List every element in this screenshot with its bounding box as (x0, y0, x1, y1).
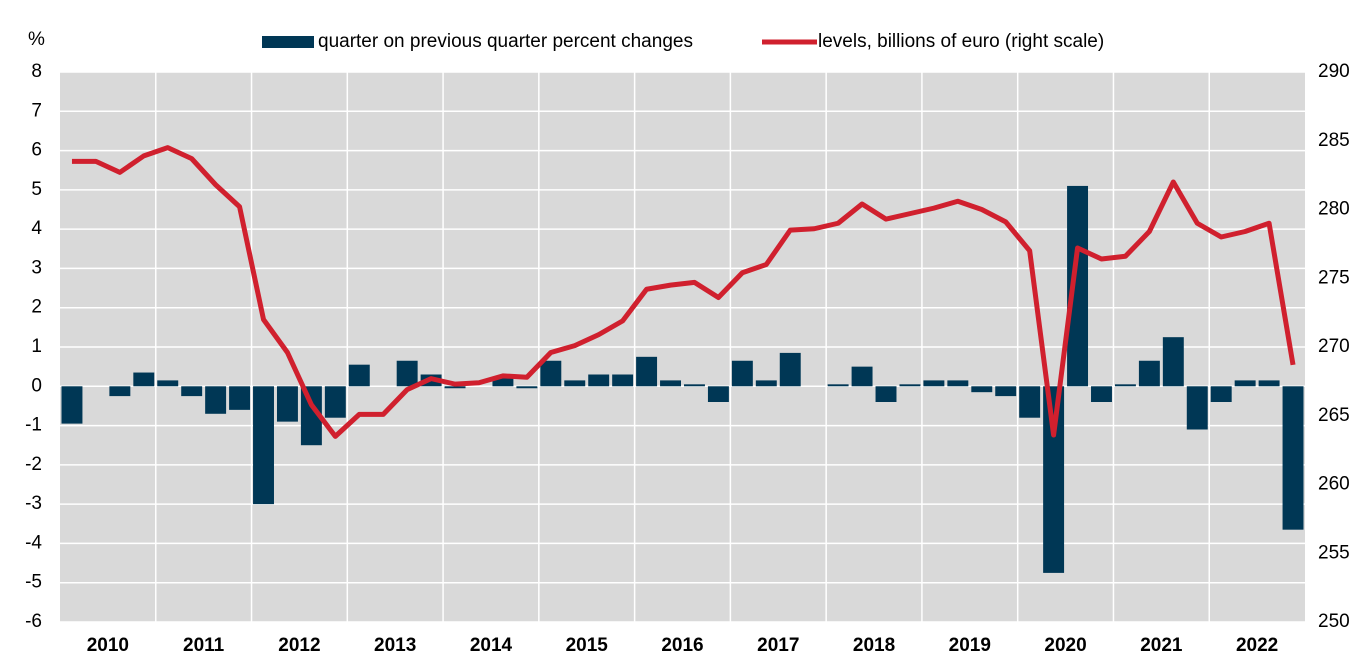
x-tick-label: 2015 (566, 635, 609, 656)
bar (348, 364, 370, 387)
x-tick-label: 2011 (183, 635, 225, 656)
y-tick-label: 5 (31, 179, 42, 200)
bar (1138, 360, 1160, 387)
bar (396, 360, 418, 387)
y-axis-label: % (28, 29, 45, 50)
y2-tick-label: 280 (1318, 199, 1350, 220)
bar (1067, 185, 1089, 387)
bar (971, 386, 993, 393)
bar (276, 386, 298, 422)
y-tick-label: -3 (25, 493, 42, 514)
x-tick-label: 2017 (757, 635, 799, 656)
y2-tick-label: 285 (1318, 130, 1350, 151)
bar (1282, 386, 1304, 530)
bar (492, 378, 514, 387)
bar (899, 384, 921, 387)
bar (731, 360, 753, 387)
bar (205, 386, 227, 414)
bar (1234, 380, 1256, 387)
bar (133, 372, 155, 387)
bar (684, 384, 705, 387)
bar (707, 386, 729, 402)
bar (109, 386, 131, 397)
bar (1258, 380, 1280, 387)
bar (995, 386, 1017, 397)
x-tick-label: 2019 (949, 635, 991, 656)
x-tick-label: 2021 (1140, 635, 1183, 656)
bar (612, 374, 634, 387)
x-tick-label: 2020 (1044, 635, 1086, 656)
bar (851, 366, 873, 387)
bar (444, 386, 466, 389)
bar (300, 386, 322, 446)
y2-tick-label: 290 (1318, 61, 1350, 82)
bar (1091, 386, 1112, 402)
bar (61, 386, 83, 424)
y2-tick-label: 260 (1318, 474, 1350, 495)
y-tick-label: 7 (31, 100, 42, 121)
y2-tick-label: 270 (1318, 336, 1350, 357)
x-tick-label: 2022 (1236, 635, 1278, 656)
bar (516, 386, 538, 389)
bar (1162, 337, 1184, 387)
y-tick-label: 8 (31, 61, 42, 82)
y2-tick-label: 275 (1318, 267, 1350, 288)
bar (947, 380, 969, 387)
x-tick-label: 2010 (87, 635, 129, 656)
bar (660, 380, 681, 387)
y-tick-label: -2 (25, 454, 42, 475)
y-tick-label: -5 (25, 572, 42, 593)
line (71, 145, 1296, 439)
bar (1210, 386, 1232, 402)
y-tick-label: 2 (31, 297, 42, 318)
y2-tick-label: 250 (1318, 611, 1350, 632)
bar (181, 386, 203, 397)
bar (1186, 386, 1208, 430)
bar (1043, 386, 1065, 573)
y2-tick-label: 265 (1318, 405, 1350, 426)
y-tick-label: 3 (31, 257, 42, 278)
x-tick-label: 2016 (661, 635, 703, 656)
bar (564, 380, 586, 387)
bar (540, 360, 562, 387)
x-tick-label: 2014 (470, 635, 513, 656)
bar (253, 386, 274, 505)
y-tick-label: 4 (31, 218, 42, 239)
bar (1019, 386, 1041, 418)
y-tick-label: 1 (31, 336, 42, 357)
bar (875, 386, 897, 402)
legend-label: levels, billions of euro (right scale) (818, 31, 1104, 52)
bar (636, 356, 658, 387)
x-tick-label: 2018 (853, 635, 895, 656)
bar (588, 374, 610, 387)
y-tick-label: -1 (25, 415, 42, 436)
y-tick-label: 0 (31, 375, 42, 396)
bar (779, 352, 801, 387)
x-tick-label: 2012 (278, 635, 320, 656)
bar (1114, 384, 1136, 387)
bar (755, 380, 777, 387)
bar (324, 386, 346, 418)
bar (157, 380, 179, 387)
legend-label: quarter on previous quarter percent chan… (318, 31, 693, 52)
y-tick-label: -6 (25, 611, 42, 632)
y-tick-label: 6 (31, 140, 42, 161)
legend-swatch (262, 36, 314, 48)
bar (229, 386, 251, 410)
x-tick-label: 2013 (374, 635, 416, 656)
y-tick-label: -4 (25, 532, 42, 553)
bar (923, 380, 945, 387)
bar (827, 384, 849, 387)
y2-tick-label: 255 (1318, 542, 1350, 563)
